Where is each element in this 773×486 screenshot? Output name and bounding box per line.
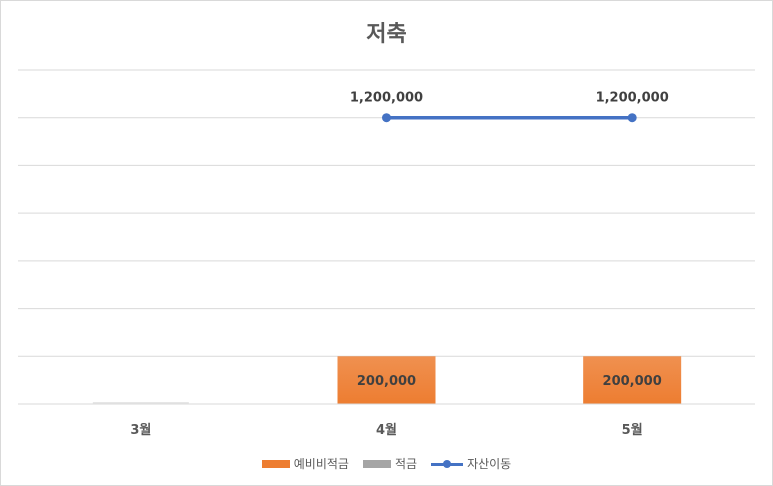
legend-swatch-series-0 <box>261 459 290 468</box>
line-data-label: 1,200,000 <box>596 91 669 106</box>
line-data-label: 1,200,000 <box>350 91 423 106</box>
legend-item-series-2: 자산이동 <box>431 455 511 472</box>
legend: 예비비적금 적금 자산이동 <box>0 455 773 472</box>
x-tick-label: 3월 <box>130 422 151 438</box>
bar-data-label: 200,000 <box>603 374 662 389</box>
legend-label-series-1: 적금 <box>394 457 418 471</box>
x-tick-label: 4월 <box>376 422 397 438</box>
legend-item-series-1: 적금 <box>362 455 418 472</box>
x-tick-label: 5월 <box>622 422 643 438</box>
legend-swatch-series-2 <box>431 459 464 469</box>
legend-item-series-0: 예비비적금 <box>261 455 349 472</box>
bar-data-label: 200,000 <box>357 374 416 389</box>
line-point <box>382 113 391 123</box>
chart-title: 저축 <box>366 22 407 47</box>
legend-swatch-series-1 <box>362 459 391 468</box>
legend-label-series-2: 자산이동 <box>467 457 512 471</box>
legend-label-series-0: 예비비적금 <box>293 457 349 471</box>
bar-0-2 <box>583 356 682 404</box>
bar-0-1 <box>337 356 436 404</box>
line-point <box>627 113 637 123</box>
